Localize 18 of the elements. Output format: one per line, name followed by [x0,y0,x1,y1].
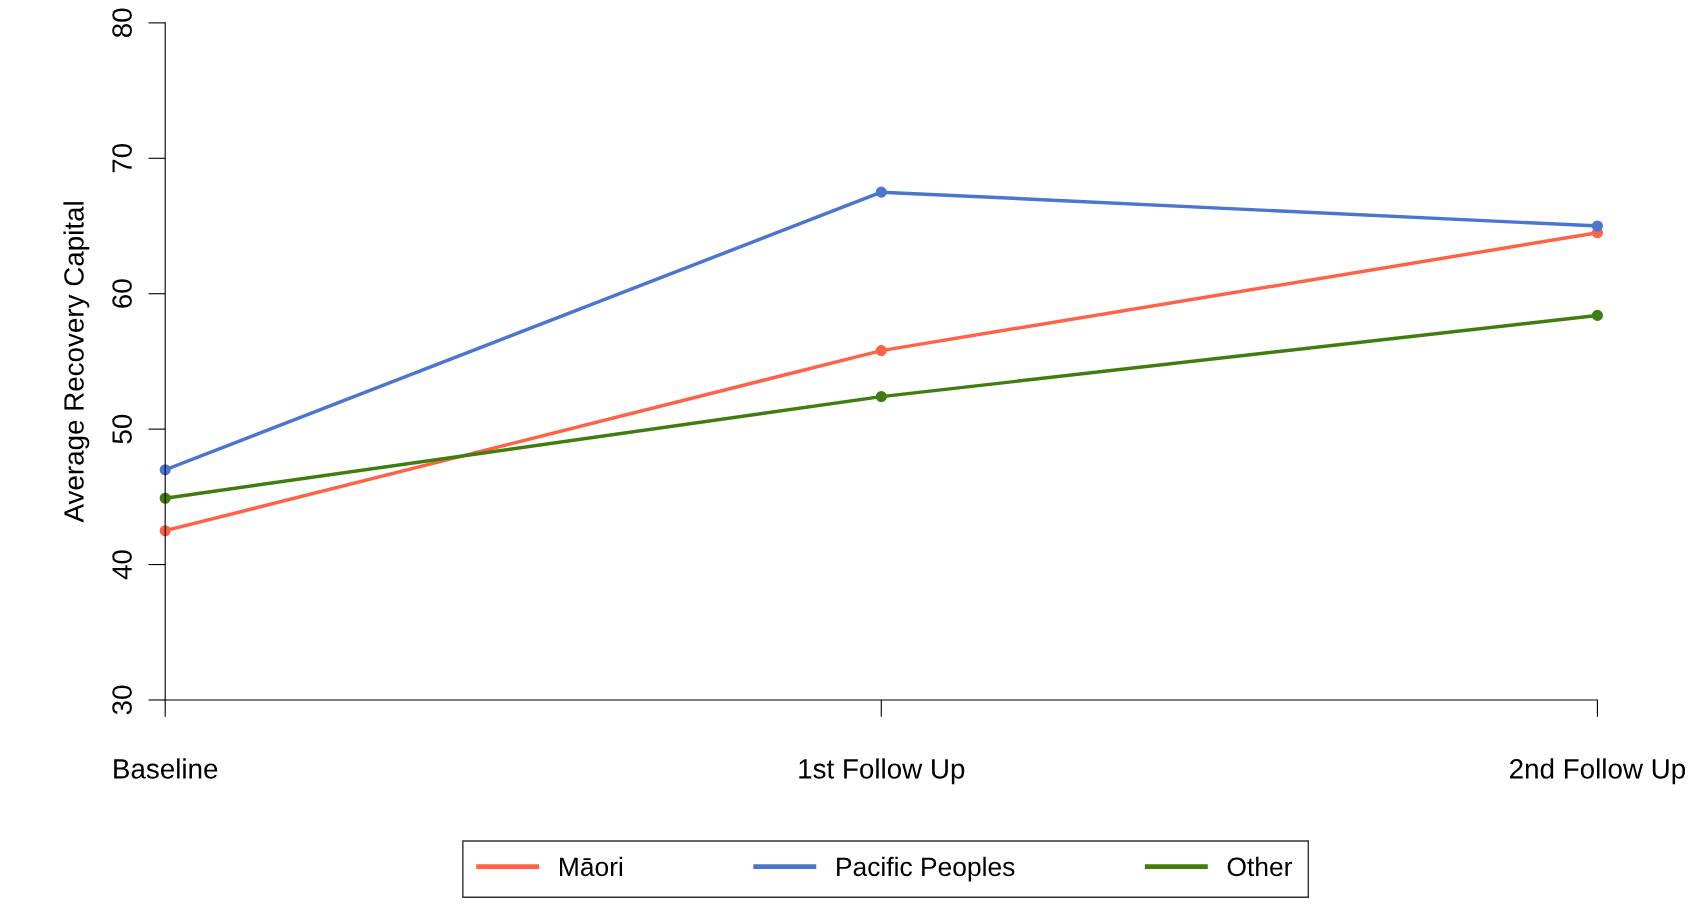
point [875,186,887,198]
y-tick-label: 60 [112,279,132,308]
y-axis-title: Average Recovery Capital [63,202,90,523]
point [875,345,887,357]
legend-label: Māori [560,856,623,877]
point [1591,220,1603,232]
point [1591,309,1603,321]
x-tick-label: 1st Follow Up [799,758,965,785]
y-tick-label: 50 [112,414,132,444]
x-tick-label: 2nd Follow Up [1510,758,1686,785]
y-tick-label: 40 [112,550,132,580]
y-tick-label: 70 [112,143,132,173]
y-tick-label: 30 [112,685,132,715]
legend-label: Pacific Peoples [837,856,1015,882]
y-tick-label: 80 [112,8,132,38]
point [875,391,887,403]
x-tick-label: Baseline [114,758,218,779]
legend-label: Other [1227,856,1293,877]
